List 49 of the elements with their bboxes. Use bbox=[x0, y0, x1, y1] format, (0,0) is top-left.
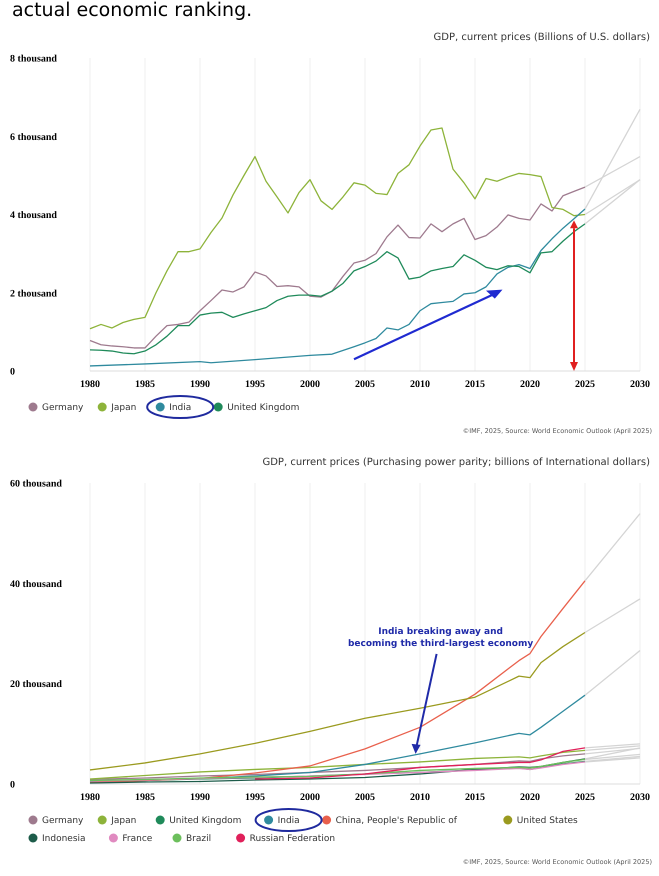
x-tick-label: 1985 bbox=[135, 379, 155, 390]
x-tick-label: 1990 bbox=[190, 379, 210, 390]
chart-subtitle: actual economic ranking. bbox=[12, 0, 252, 21]
x-tick-label: 2015 bbox=[465, 792, 485, 803]
x-tick-label: 2030 bbox=[630, 379, 650, 390]
y-tick-label: 60 thousand bbox=[10, 478, 62, 490]
x-tick-label: 2025 bbox=[575, 379, 595, 390]
legend-label: China, People's Republic of bbox=[336, 816, 458, 826]
legend-label: India bbox=[278, 816, 300, 826]
x-tick-label: 2020 bbox=[520, 379, 540, 390]
chart-title: GDP, current prices (Purchasing power parity; billions of International dollars) bbox=[262, 457, 650, 468]
x-tick-label: 2010 bbox=[410, 379, 430, 390]
legend-label: Japan bbox=[110, 403, 136, 414]
chart-title: GDP, current prices (Billions of U.S. dollars) bbox=[434, 32, 650, 43]
y-tick-label: 40 thousand bbox=[10, 578, 62, 590]
legend-label: United Kingdom bbox=[169, 816, 242, 826]
y-tick-label: 0 bbox=[10, 366, 15, 378]
x-tick-label: 2000 bbox=[300, 379, 320, 390]
legend-label: Brazil bbox=[186, 834, 212, 844]
legend-label: Japan bbox=[110, 816, 136, 826]
x-tick-label: 1995 bbox=[245, 379, 265, 390]
x-tick-label: 1995 bbox=[245, 792, 265, 803]
annotation: India breaking away and becoming the third-largest economy bbox=[348, 626, 534, 649]
x-tick-label: 1980 bbox=[80, 792, 100, 803]
legend-label: France bbox=[122, 834, 153, 844]
legend-label: India bbox=[169, 403, 192, 414]
legend-label: United States bbox=[516, 816, 578, 826]
x-tick-label: 2000 bbox=[300, 792, 320, 803]
x-tick-label: 2025 bbox=[575, 792, 595, 803]
x-tick-label: 1980 bbox=[80, 379, 100, 390]
legend-label: Germany bbox=[42, 816, 84, 826]
x-tick-label: 1985 bbox=[135, 792, 155, 803]
y-tick-label: 6 thousand bbox=[10, 132, 58, 143]
legend-label: Germany bbox=[42, 403, 84, 414]
y-tick-label: 20 thousand bbox=[10, 679, 62, 690]
y-tick-label: 4 thousand bbox=[10, 210, 58, 221]
y-tick-label: 8 thousand bbox=[10, 54, 58, 64]
x-tick-label: 2005 bbox=[355, 792, 375, 803]
y-tick-label: 2 thousand bbox=[10, 288, 58, 300]
x-tick-label: 2020 bbox=[520, 792, 540, 803]
x-tick-label: 2005 bbox=[355, 379, 375, 390]
legend-label: United Kingdom bbox=[227, 403, 300, 414]
x-tick-label: 1990 bbox=[190, 792, 210, 803]
legend-label: Russian Federation bbox=[250, 834, 336, 844]
y-tick-label: 0 bbox=[10, 780, 15, 790]
x-tick-label: 2015 bbox=[465, 379, 485, 390]
x-tick-label: 2010 bbox=[410, 792, 430, 803]
legend-label: Indonesia bbox=[42, 834, 86, 844]
x-tick-label: 2030 bbox=[630, 792, 650, 803]
